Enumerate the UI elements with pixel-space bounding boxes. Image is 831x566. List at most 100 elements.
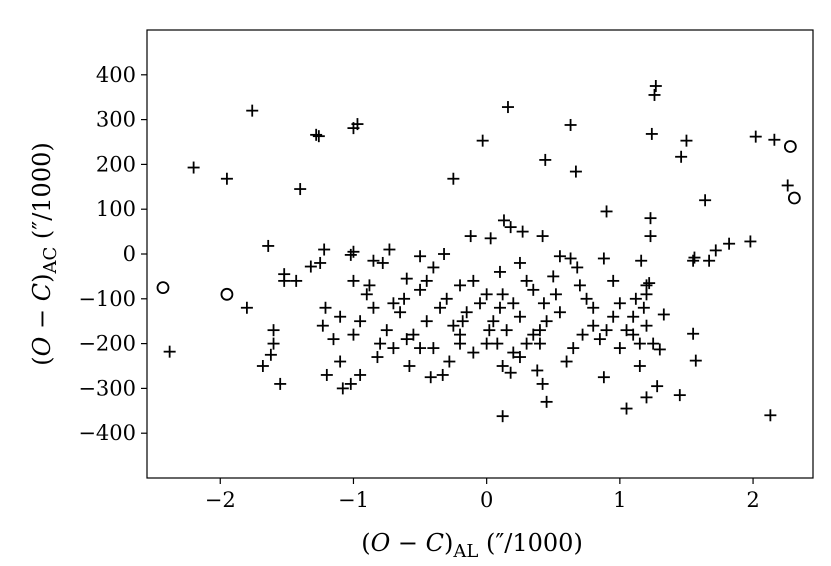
data-point-plus: [640, 288, 653, 301]
data-point-plus: [316, 319, 329, 332]
data-point-plus: [274, 377, 287, 390]
data-point-plus: [607, 310, 620, 323]
data-point-circle: [783, 140, 797, 153]
data-point-plus: [246, 104, 259, 117]
data-point-plus: [454, 279, 467, 292]
data-point-plus: [380, 324, 393, 337]
data-point-plus: [360, 288, 373, 301]
data-point-plus: [278, 274, 291, 287]
data-point-plus: [620, 324, 633, 337]
data-point-plus: [310, 128, 323, 141]
data-point-plus: [440, 292, 453, 305]
data-point-plus: [290, 274, 303, 287]
data-point-plus: [629, 292, 642, 305]
data-point-plus: [540, 395, 553, 408]
data-point-plus: [600, 324, 613, 337]
data-point-plus: [549, 288, 562, 301]
data-point-plus: [500, 324, 513, 337]
data-point-plus: [527, 328, 540, 341]
data-point-plus: [687, 254, 700, 267]
data-point-plus: [403, 360, 416, 372]
data-point-circle: [787, 191, 801, 205]
data-point-plus: [387, 297, 400, 310]
data-point-plus: [497, 214, 510, 227]
data-point-plus: [347, 328, 360, 341]
data-point-plus: [600, 205, 613, 218]
x-tick-label: −2: [205, 488, 236, 512]
data-point-plus: [496, 288, 509, 301]
data-point-plus: [474, 297, 486, 310]
data-point-plus: [240, 301, 253, 314]
data-point-plus: [363, 279, 376, 292]
data-point-plus: [648, 88, 661, 101]
data-point-plus: [688, 251, 701, 264]
data-point-plus: [480, 288, 493, 301]
data-point-plus: [319, 301, 332, 314]
data-point-plus: [427, 342, 440, 355]
data-point-plus: [699, 194, 712, 207]
y-ticks: −400 −300 −200 −100 0 100 200 300 400: [78, 63, 147, 445]
data-point-plus: [434, 301, 447, 314]
x-tick-label: −1: [338, 488, 369, 512]
data-point-plus: [493, 265, 506, 278]
data-point-plus: [383, 243, 396, 256]
data-point-plus: [649, 80, 662, 92]
data-point-plus: [576, 328, 589, 341]
data-point-plus: [536, 230, 549, 243]
data-point-plus: [443, 355, 456, 368]
data-point-plus: [496, 410, 509, 423]
data-point-plus: [476, 134, 489, 147]
data-point-plus: [536, 377, 549, 390]
data-point-plus: [703, 254, 716, 267]
data-point-plus: [400, 272, 413, 285]
data-point-plus: [673, 389, 686, 402]
data-point-plus: [687, 327, 700, 340]
data-point-plus: [533, 337, 546, 350]
data-point-plus: [344, 377, 357, 390]
data-point-plus: [723, 237, 736, 250]
data-point-plus: [483, 324, 496, 337]
data-point-plus: [420, 315, 433, 328]
data-point-plus: [567, 342, 580, 355]
data-point-plus: [627, 310, 640, 323]
x-axis-label: (O − C)AL (″/1000): [361, 529, 583, 562]
data-point-plus: [344, 248, 357, 261]
data-point-plus: [744, 235, 757, 248]
data-point-plus: [564, 252, 577, 265]
data-point-plus: [504, 221, 517, 234]
data-point-plus: [637, 301, 650, 314]
data-point-plus: [487, 315, 500, 328]
data-point-plus: [571, 261, 584, 274]
data-point-plus: [781, 179, 794, 192]
data-point-plus: [496, 360, 509, 372]
data-point-plus: [467, 346, 480, 359]
data-point-plus: [620, 402, 633, 415]
data-point-plus: [407, 328, 420, 341]
data-point-plus: [643, 277, 656, 290]
y-tick-label: −200: [78, 332, 136, 356]
data-point-plus: [768, 133, 781, 146]
data-point-circle: [156, 281, 170, 295]
data-point-plus: [560, 355, 573, 368]
data-point-plus: [507, 297, 520, 310]
y-tick-label: −300: [78, 376, 136, 400]
x-tick-label: 1: [613, 488, 626, 512]
data-point-plus: [347, 274, 360, 287]
y-tick-label: −100: [78, 287, 136, 311]
y-tick-label: 400: [96, 63, 136, 87]
y-tick-label: 300: [96, 108, 136, 132]
data-point-circle: [220, 287, 234, 301]
data-point-plus: [294, 183, 307, 196]
data-point-plus: [467, 274, 480, 287]
data-point-plus: [613, 297, 626, 310]
data-point-plus: [657, 308, 670, 321]
data-point-plus: [520, 337, 533, 350]
data-point-plus: [420, 274, 433, 287]
data-point-plus: [644, 230, 657, 243]
data-points: [156, 80, 801, 423]
data-point-plus: [256, 360, 269, 372]
data-point-plus: [427, 261, 440, 274]
data-point-plus: [537, 297, 550, 310]
data-point-plus: [454, 328, 467, 341]
data-point-plus: [367, 254, 380, 267]
